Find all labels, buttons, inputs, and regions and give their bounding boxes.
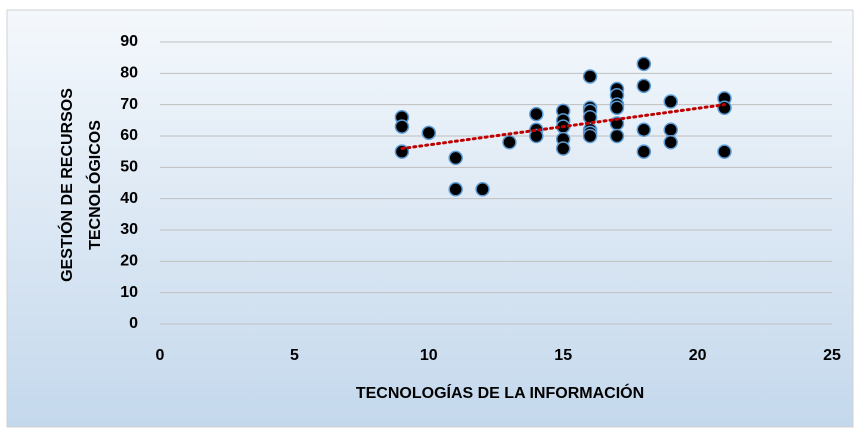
chart-area (6, 9, 854, 428)
y-tick-label: 30 (120, 221, 138, 238)
data-point (717, 100, 732, 116)
data-point (529, 106, 544, 122)
x-tick-label: 5 (290, 347, 299, 364)
data-point (636, 56, 652, 72)
y-tick-label: 10 (120, 284, 138, 301)
x-tick-label: 15 (554, 347, 572, 364)
y-axis-title: TECNOLÓGICOS (85, 120, 104, 250)
x-axis-title: TECNOLOGÍAS DE LA INFORMACIÓN (356, 383, 644, 402)
data-point (421, 125, 437, 141)
y-tick-label: 0 (129, 315, 138, 332)
data-point (609, 100, 625, 116)
data-point (555, 141, 571, 156)
data-point (529, 128, 544, 144)
data-point (394, 119, 410, 134)
y-axis-title: GESTIÓN DE RECURSOS (57, 88, 76, 282)
data-point (663, 135, 678, 150)
trendline (400, 103, 726, 151)
x-tick-label: 25 (823, 347, 841, 364)
data-point (636, 144, 652, 159)
y-tick-label: 40 (120, 190, 138, 207)
y-tick-label: 90 (120, 33, 138, 50)
data-point (448, 150, 463, 166)
data-point (717, 144, 732, 159)
y-tick-label: 20 (120, 253, 138, 270)
data-point (636, 122, 652, 137)
y-tick-label: 70 (120, 96, 138, 113)
data-point (663, 122, 678, 137)
data-point (502, 135, 517, 150)
y-tick-label: 80 (120, 65, 138, 82)
data-point (663, 94, 678, 109)
x-tick-label: 10 (420, 347, 438, 364)
data-point (475, 182, 490, 197)
data-point (582, 69, 598, 84)
data-point (448, 182, 463, 197)
x-tick-label: 20 (689, 347, 707, 364)
y-tick-label: 50 (120, 159, 138, 176)
y-tick-label: 60 (120, 127, 138, 144)
data-point (609, 128, 625, 144)
data-point (636, 78, 652, 94)
x-tick-label: 0 (156, 347, 165, 364)
data-point (582, 128, 598, 144)
